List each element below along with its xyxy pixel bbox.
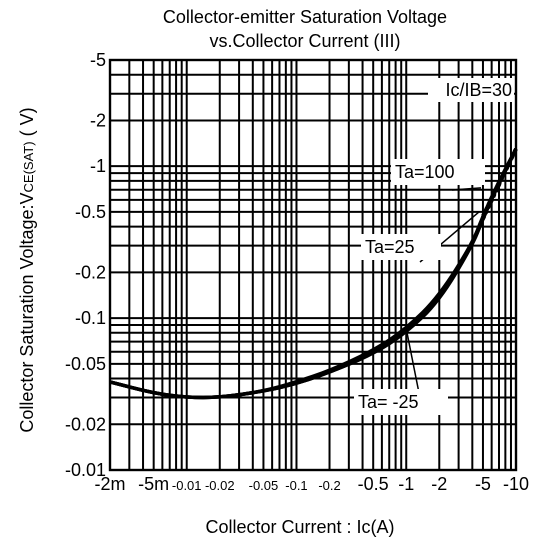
y-tick-label: -0.5: [75, 202, 106, 222]
y-axis-label-sub: CE(SAT): [21, 141, 36, 192]
series-line: [109, 148, 518, 400]
annotation-label: Ta=100: [395, 162, 455, 182]
annotation-leader: [451, 187, 482, 191]
condition-label: Ic/IB=30: [445, 80, 512, 100]
x-tick-label: -2m: [95, 474, 126, 494]
x-tick-label: -5m: [138, 474, 169, 494]
y-axis-label-prefix: Collector Saturation Voltage:V: [17, 192, 37, 432]
x-tick-label: -0.2: [318, 478, 340, 493]
y-tick-label: -2: [90, 110, 106, 130]
y-tick-label: -0.01: [65, 460, 106, 480]
annotation-leader: [405, 328, 421, 399]
x-tick-label: -0.05: [249, 478, 279, 493]
series-tail: [481, 148, 518, 219]
plot-frame: [108, 58, 518, 472]
y-tick-label: -0.1: [75, 308, 106, 328]
x-tick-label: -0.01: [172, 478, 202, 493]
x-tick-label: -2: [431, 474, 447, 494]
x-tick-label: -0.1: [285, 478, 307, 493]
y-tick-label: -0.02: [65, 414, 106, 434]
y-axis-label-suffix: ( V): [17, 107, 37, 141]
annotation-box: [354, 389, 448, 415]
x-tick-label: -1: [398, 474, 414, 494]
chart-title-line1: Collector-emitter Saturation Voltage: [163, 7, 447, 27]
x-tick-label: -0.02: [205, 478, 235, 493]
y-tick-label: -1: [90, 156, 106, 176]
condition-box: [428, 78, 514, 102]
y-tick-label: -0.05: [65, 354, 106, 374]
tick-labels: -2m -5m -0.01 -0.02 -0.05 -0.1 -0.2 -0.5 -1 -2 -5-…: [65, 50, 529, 494]
y-axis-label: Collector Saturation Voltage:VCE(SAT) ( …: [17, 107, 37, 432]
x-tick-label: -5: [475, 474, 491, 494]
grid: [108, 58, 518, 472]
annotation-box: [361, 234, 441, 260]
y-tick-label: -0.2: [75, 262, 106, 282]
x-tick-label: -10: [503, 474, 529, 494]
x-tick-label: -0.5: [358, 474, 389, 494]
y-tick-label: -5: [90, 50, 106, 70]
x-axis-label: Collector Current : Ic(A): [205, 517, 394, 537]
chart-title-line2: vs.Collector Current (III): [209, 31, 400, 51]
annotations: Ta=100 Ta=25 Ta= -25 Ic/IB=30: [354, 78, 514, 415]
series-layer: [109, 147, 518, 400]
annotation-label: Ta=25: [365, 237, 415, 257]
annotation-label: Ta= -25: [358, 392, 419, 412]
annotation-box: [391, 159, 485, 185]
